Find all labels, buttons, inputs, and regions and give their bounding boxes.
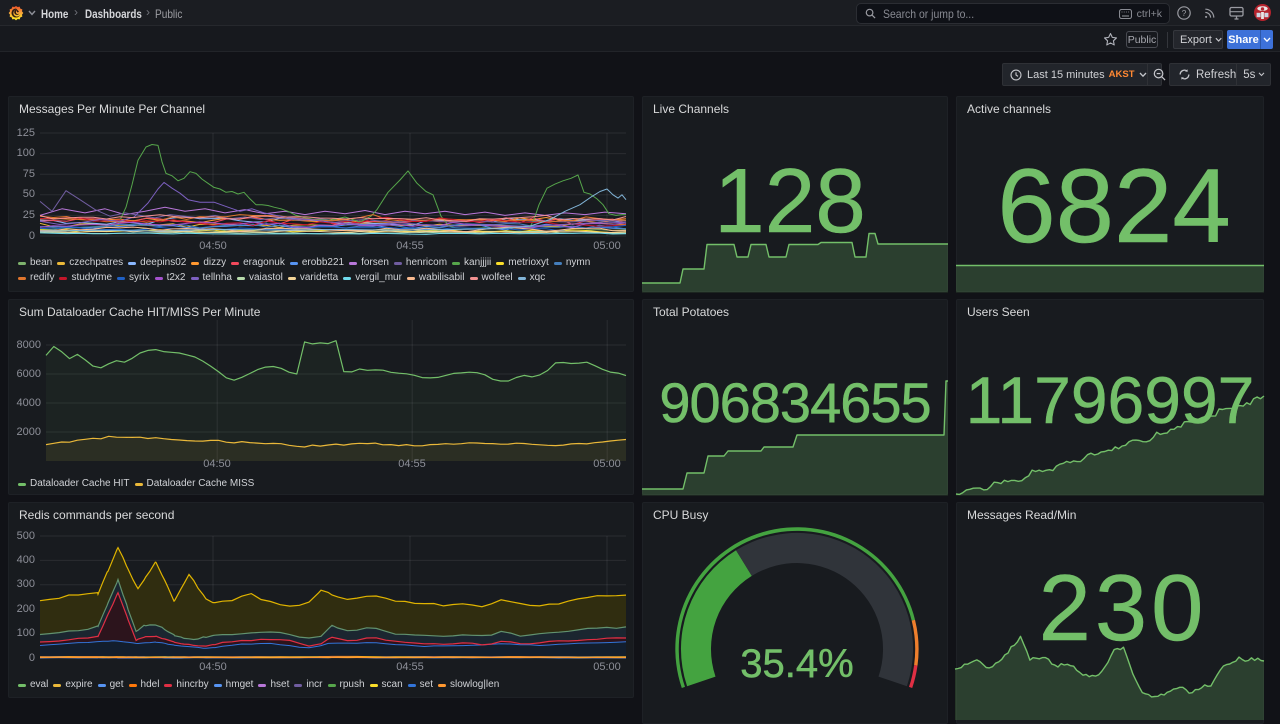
svg-text:?: ? <box>1182 8 1187 18</box>
